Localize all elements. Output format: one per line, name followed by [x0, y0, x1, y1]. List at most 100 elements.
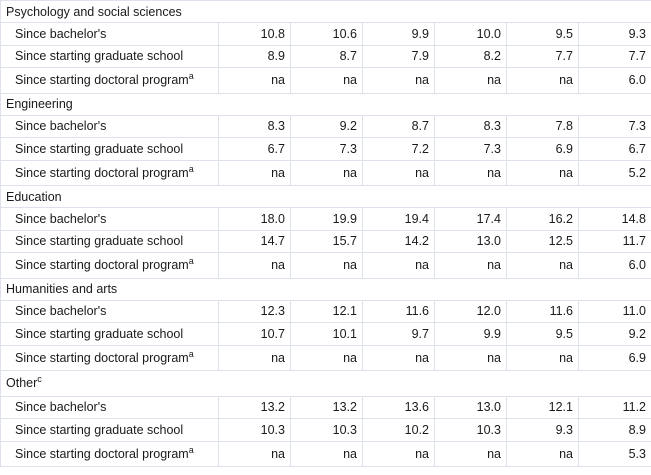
- row-label: Since starting doctoral programa: [0, 252, 219, 279]
- table-cell: na: [290, 252, 363, 279]
- table-cell: 14.7: [218, 229, 291, 253]
- section-label: Education: [0, 185, 651, 208]
- table-cell: 6.7: [218, 137, 291, 161]
- row-label: Since bachelor's: [0, 114, 219, 138]
- table-cell: na: [290, 67, 363, 94]
- table-cell: 7.9: [362, 44, 435, 68]
- section-header-row: Engineering: [0, 92, 651, 116]
- table-cell: na: [362, 159, 435, 186]
- table-row: Since starting doctoral programa na na n…: [0, 159, 651, 186]
- table-cell: na: [290, 159, 363, 186]
- footnote-marker: a: [188, 256, 194, 267]
- table-cell: 10.7: [218, 322, 291, 346]
- table-cell: 6.0: [578, 67, 651, 94]
- table-cell: na: [506, 344, 579, 371]
- table-row: Since bachelor's 10.8 10.6 9.9 10.0 9.5 …: [0, 22, 651, 46]
- table-cell: 6.7: [578, 137, 651, 161]
- table-row: Since starting graduate school 10.3 10.3…: [0, 418, 651, 442]
- table-cell: 14.8: [578, 207, 651, 231]
- section-name: Humanities and arts: [6, 282, 118, 296]
- table-cell: 13.6: [362, 395, 435, 419]
- table-cell: 12.1: [506, 395, 579, 419]
- row-label: Since starting graduate school: [0, 229, 219, 253]
- table-cell: na: [290, 344, 363, 371]
- table-cell: 14.2: [362, 229, 435, 253]
- table-row: Since bachelor's 12.3 12.1 11.6 12.0 11.…: [0, 299, 651, 323]
- table-cell: 8.9: [578, 418, 651, 442]
- section-name: Engineering: [6, 97, 73, 111]
- table-cell: 9.9: [362, 22, 435, 46]
- table-row: Since starting doctoral programa na na n…: [0, 252, 651, 279]
- table-cell: 13.2: [218, 395, 291, 419]
- table-cell: na: [218, 252, 291, 279]
- footnote-marker: a: [188, 348, 194, 359]
- table-cell: 10.2: [362, 418, 435, 442]
- row-label: Since starting graduate school: [0, 322, 219, 346]
- row-label-text: Since starting doctoral program: [15, 258, 189, 273]
- table-row: Since starting doctoral programa na na n…: [0, 344, 651, 371]
- table-cell: 19.9: [290, 207, 363, 231]
- table-row: Since starting doctoral programa na na n…: [0, 440, 651, 467]
- row-label: Since bachelor's: [0, 299, 219, 323]
- table-cell: 13.0: [434, 229, 507, 253]
- table-cell: 8.9: [218, 44, 291, 68]
- table-cell: 8.3: [218, 114, 291, 138]
- section-label: Otherc: [0, 370, 651, 397]
- table-cell: 10.0: [434, 22, 507, 46]
- table-cell: 5.2: [578, 159, 651, 186]
- table-cell: 17.4: [434, 207, 507, 231]
- table-cell: na: [362, 344, 435, 371]
- row-label-text: Since starting doctoral program: [15, 165, 189, 180]
- row-label-text: Since bachelor's: [15, 211, 107, 226]
- row-label-text: Since bachelor's: [15, 304, 107, 319]
- table-cell: 10.3: [290, 418, 363, 442]
- table-cell: 18.0: [218, 207, 291, 231]
- table-cell: 7.2: [362, 137, 435, 161]
- table-cell: 16.2: [506, 207, 579, 231]
- table-cell: 11.7: [578, 229, 651, 253]
- table-cell: 6.9: [506, 137, 579, 161]
- table-cell: 12.1: [290, 299, 363, 323]
- row-label-text: Since starting doctoral program: [15, 350, 189, 365]
- table-cell: 7.8: [506, 114, 579, 138]
- table-cell: 13.0: [434, 395, 507, 419]
- table-cell: 11.0: [578, 299, 651, 323]
- section-label: Engineering: [0, 92, 651, 116]
- table-cell: 13.2: [290, 395, 363, 419]
- table-cell: 9.2: [578, 322, 651, 346]
- table-cell: na: [362, 67, 435, 94]
- section-name: Education: [6, 189, 62, 204]
- table-cell: 15.7: [290, 229, 363, 253]
- row-label: Since bachelor's: [0, 207, 219, 231]
- table-cell: 6.0: [578, 252, 651, 279]
- table-row: Since bachelor's 13.2 13.2 13.6 13.0 12.…: [0, 395, 651, 419]
- table-cell: 12.0: [434, 299, 507, 323]
- table-cell: 10.3: [434, 418, 507, 442]
- table-cell: 19.4: [362, 207, 435, 231]
- table-cell: 11.2: [578, 395, 651, 419]
- table-cell: na: [362, 440, 435, 467]
- table-cell: 6.9: [578, 344, 651, 371]
- table-cell: 12.3: [218, 299, 291, 323]
- row-label: Since bachelor's: [0, 22, 219, 46]
- section-header-row: Education: [0, 185, 651, 208]
- footnote-marker: c: [37, 374, 42, 385]
- table-cell: 7.3: [290, 137, 363, 161]
- row-label: Since bachelor's: [0, 395, 219, 419]
- table-row: Since starting graduate school 10.7 10.1…: [0, 322, 651, 346]
- table-row: Since starting graduate school 14.7 15.7…: [0, 229, 651, 253]
- section-header-row: Psychology and social sciences: [0, 0, 651, 23]
- table-cell: 9.3: [506, 418, 579, 442]
- row-label-text: Since bachelor's: [15, 400, 107, 415]
- table-cell: 8.2: [434, 44, 507, 68]
- table-cell: na: [506, 159, 579, 186]
- table-cell: 10.1: [290, 322, 363, 346]
- row-label: Since starting doctoral programa: [0, 67, 219, 94]
- table-cell: 10.8: [218, 22, 291, 46]
- table-cell: 10.3: [218, 418, 291, 442]
- row-label-text: Since starting doctoral program: [15, 73, 189, 88]
- table-cell: 9.9: [434, 322, 507, 346]
- table-row: Since starting graduate school 8.9 8.7 7…: [0, 44, 651, 68]
